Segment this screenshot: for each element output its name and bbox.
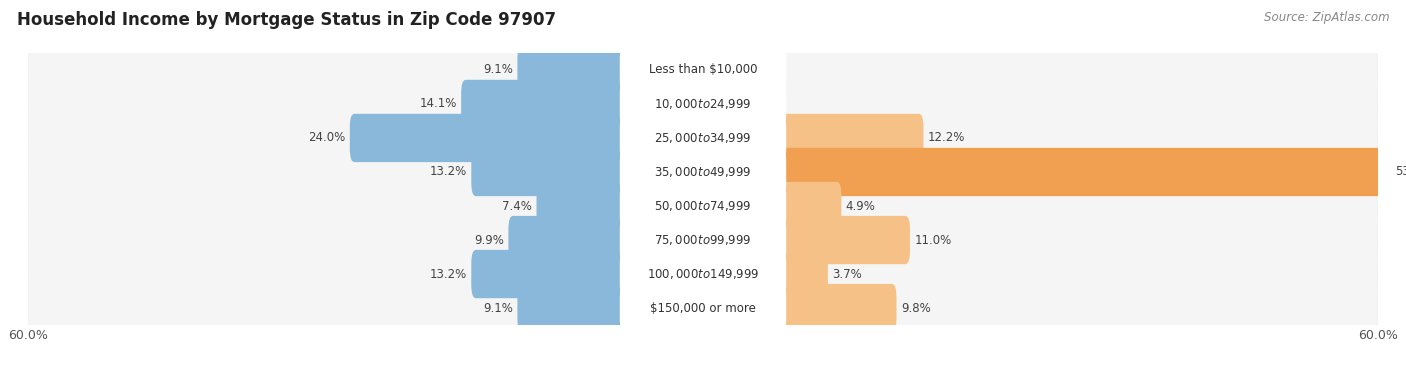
FancyBboxPatch shape [28, 45, 1378, 95]
FancyBboxPatch shape [28, 215, 1378, 265]
FancyBboxPatch shape [778, 182, 841, 230]
Text: $150,000 or more: $150,000 or more [650, 302, 756, 314]
FancyBboxPatch shape [778, 216, 910, 264]
FancyBboxPatch shape [778, 148, 1391, 196]
Text: 9.1%: 9.1% [484, 64, 513, 76]
FancyBboxPatch shape [28, 283, 1378, 333]
FancyBboxPatch shape [471, 148, 628, 196]
FancyBboxPatch shape [461, 80, 628, 128]
FancyBboxPatch shape [25, 275, 1381, 341]
Text: 9.1%: 9.1% [484, 302, 513, 314]
Legend: Without Mortgage, With Mortgage: Without Mortgage, With Mortgage [562, 377, 844, 378]
FancyBboxPatch shape [25, 71, 1381, 137]
Text: 53.7%: 53.7% [1395, 166, 1406, 178]
FancyBboxPatch shape [25, 105, 1381, 171]
Text: 13.2%: 13.2% [430, 268, 467, 280]
FancyBboxPatch shape [28, 79, 1378, 129]
Text: $100,000 to $149,999: $100,000 to $149,999 [647, 267, 759, 281]
FancyBboxPatch shape [471, 250, 628, 298]
FancyBboxPatch shape [620, 46, 786, 94]
Text: 14.1%: 14.1% [419, 98, 457, 110]
FancyBboxPatch shape [509, 216, 628, 264]
FancyBboxPatch shape [28, 181, 1378, 231]
FancyBboxPatch shape [28, 249, 1378, 299]
FancyBboxPatch shape [28, 113, 1378, 163]
FancyBboxPatch shape [517, 284, 628, 332]
Text: $25,000 to $34,999: $25,000 to $34,999 [654, 131, 752, 145]
FancyBboxPatch shape [350, 114, 628, 162]
Text: $75,000 to $99,999: $75,000 to $99,999 [654, 233, 752, 247]
Text: $10,000 to $24,999: $10,000 to $24,999 [654, 97, 752, 111]
FancyBboxPatch shape [620, 148, 786, 196]
Text: 3.7%: 3.7% [832, 268, 862, 280]
Text: 9.9%: 9.9% [474, 234, 503, 246]
Text: Less than $10,000: Less than $10,000 [648, 64, 758, 76]
FancyBboxPatch shape [620, 182, 786, 230]
Text: Source: ZipAtlas.com: Source: ZipAtlas.com [1264, 11, 1389, 24]
FancyBboxPatch shape [620, 114, 786, 162]
Text: 7.4%: 7.4% [502, 200, 531, 212]
Text: 13.2%: 13.2% [430, 166, 467, 178]
FancyBboxPatch shape [620, 284, 786, 332]
Text: $50,000 to $74,999: $50,000 to $74,999 [654, 199, 752, 213]
Text: Household Income by Mortgage Status in Zip Code 97907: Household Income by Mortgage Status in Z… [17, 11, 555, 29]
Text: 11.0%: 11.0% [914, 234, 952, 246]
FancyBboxPatch shape [25, 139, 1381, 205]
Text: 4.9%: 4.9% [846, 200, 876, 212]
FancyBboxPatch shape [620, 250, 786, 298]
Text: $35,000 to $49,999: $35,000 to $49,999 [654, 165, 752, 179]
FancyBboxPatch shape [28, 147, 1378, 197]
FancyBboxPatch shape [517, 46, 628, 94]
FancyBboxPatch shape [25, 241, 1381, 307]
FancyBboxPatch shape [620, 216, 786, 264]
Text: 12.2%: 12.2% [928, 132, 966, 144]
FancyBboxPatch shape [537, 182, 628, 230]
FancyBboxPatch shape [778, 284, 897, 332]
FancyBboxPatch shape [25, 173, 1381, 239]
FancyBboxPatch shape [778, 114, 924, 162]
FancyBboxPatch shape [620, 80, 786, 128]
FancyBboxPatch shape [25, 37, 1381, 103]
FancyBboxPatch shape [778, 250, 828, 298]
Text: 24.0%: 24.0% [308, 132, 346, 144]
FancyBboxPatch shape [25, 207, 1381, 273]
Text: 9.8%: 9.8% [901, 302, 931, 314]
